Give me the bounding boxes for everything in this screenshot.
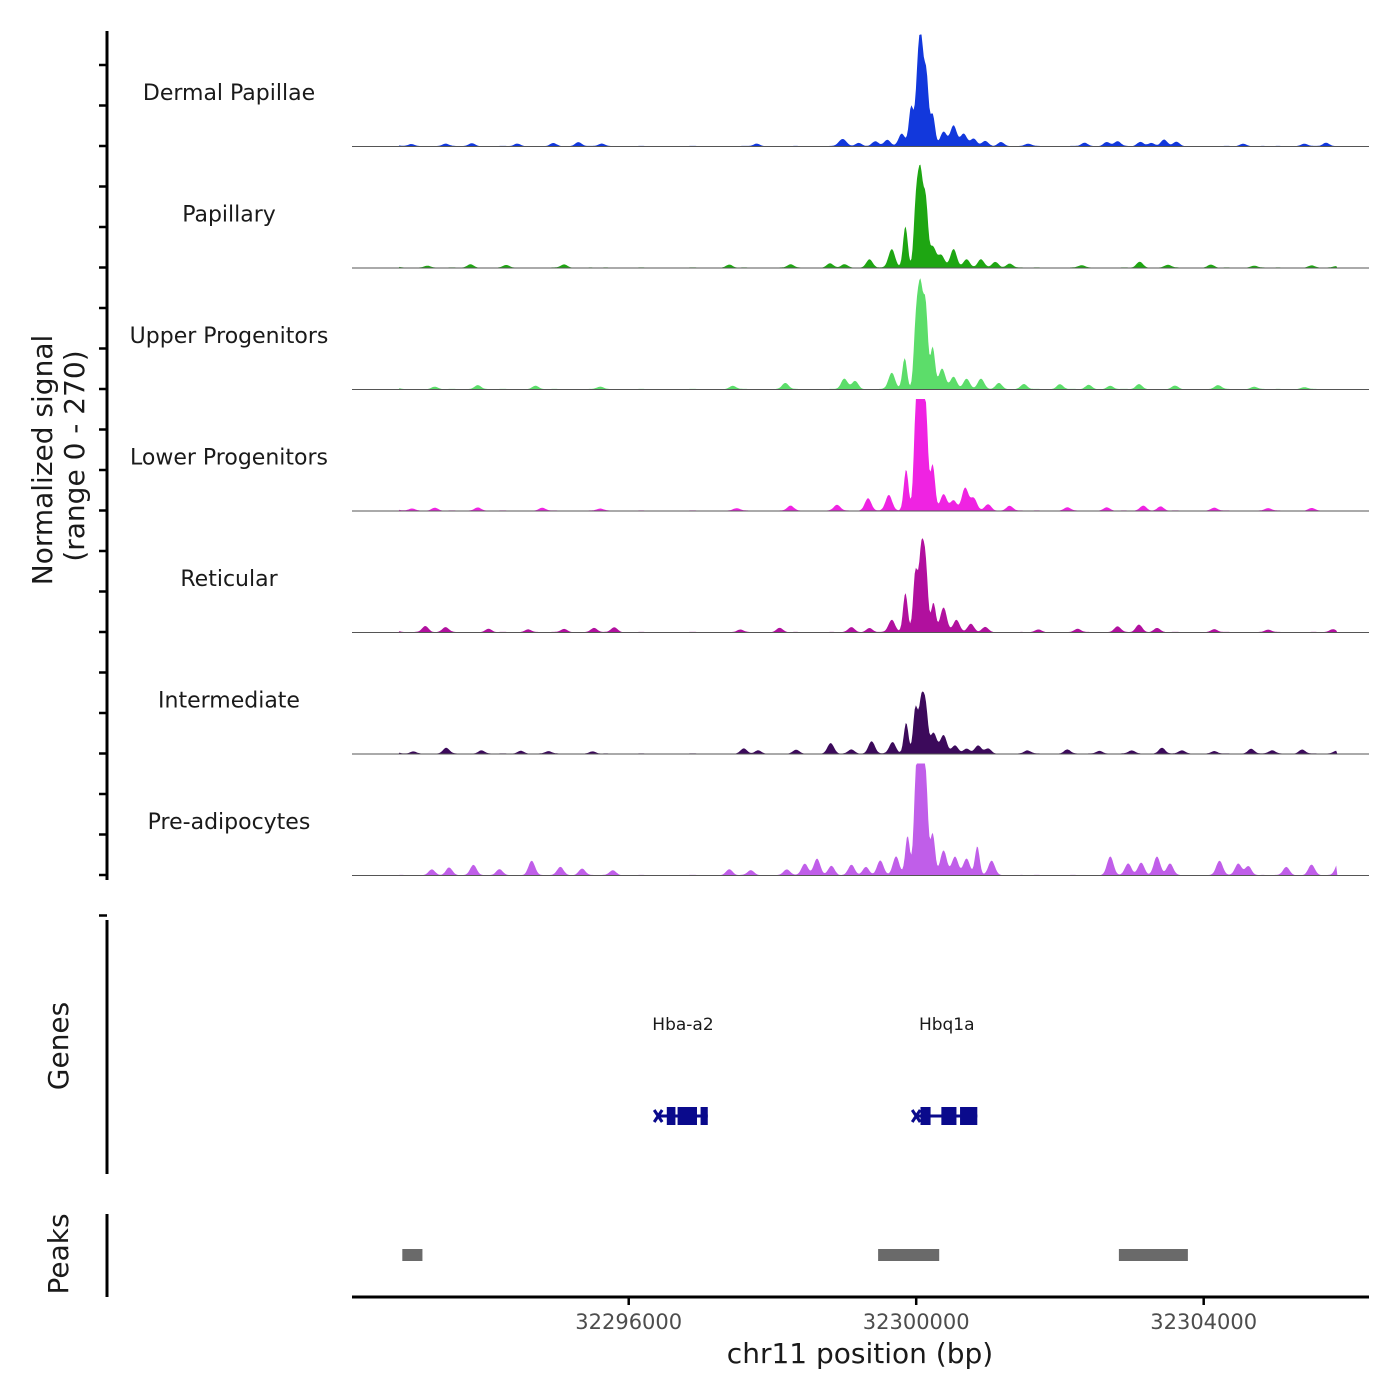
- gene-label: Hbq1a: [919, 1015, 975, 1035]
- signal-area: [352, 538, 1369, 633]
- peak-region: [402, 1249, 423, 1261]
- track-label: Dermal Papillae: [143, 81, 315, 106]
- gene-exon: [677, 1107, 697, 1125]
- gene-exon: [960, 1107, 978, 1125]
- track-label: Pre-adipocytes: [148, 810, 311, 835]
- track-label: Papillary: [182, 203, 276, 228]
- gene-strand-marker: [652, 1109, 664, 1123]
- gene-exon: [666, 1107, 676, 1125]
- peak-region: [1118, 1249, 1188, 1261]
- track-label: Intermediate: [158, 689, 300, 714]
- coverage-tracks: Dermal Papillae Papillary Upper Progenitor…: [130, 34, 1369, 876]
- gene-exon: [700, 1107, 708, 1125]
- gene-model: Hbq1a: [910, 1015, 978, 1125]
- signal-area: [352, 34, 1369, 147]
- track-label: Lower Progenitors: [130, 446, 328, 471]
- coverage-track: Pre-adipocytes: [148, 763, 1369, 876]
- x-axis-ticks: 32296000 32300000 32304000: [575, 1297, 1257, 1334]
- gene-exon: [920, 1107, 931, 1125]
- genes-track-label: Genes: [42, 1002, 75, 1090]
- coverage-track: Reticular: [180, 538, 1369, 633]
- gene-label: Hba-a2: [652, 1015, 713, 1035]
- gene-exon: [941, 1107, 957, 1125]
- gene-annotation-track: Hba-a2 Hbq1a: [652, 1015, 978, 1125]
- track-label: Upper Progenitors: [130, 324, 329, 349]
- x-axis-title: chr11 position (bp): [727, 1337, 993, 1370]
- coverage-track: Intermediate: [158, 689, 1369, 755]
- signal-area: [352, 278, 1369, 390]
- signal-area: [352, 164, 1369, 268]
- signal-area: [352, 691, 1369, 754]
- coverage-track: Papillary: [182, 164, 1369, 269]
- y-axis-title: Normalized signal: [26, 335, 59, 586]
- coverage-track: Lower Progenitors: [130, 399, 1369, 512]
- gene-model: Hba-a2: [652, 1015, 714, 1125]
- coverage-track: Dermal Papillae: [143, 34, 1369, 147]
- peaks-track-label: Peaks: [42, 1213, 75, 1294]
- peak-region: [878, 1249, 940, 1261]
- track-label: Reticular: [180, 567, 278, 592]
- signal-area: [352, 399, 1369, 511]
- x-tick-label: 32304000: [1150, 1310, 1257, 1334]
- x-tick-label: 32300000: [863, 1310, 970, 1334]
- peak-regions-track: [402, 1249, 1188, 1261]
- coverage-track: Upper Progenitors: [130, 278, 1369, 390]
- y-axis-range-label: (range 0 - 270): [58, 350, 91, 561]
- signal-axis-ticks: [99, 63, 107, 917]
- x-tick-label: 32296000: [575, 1310, 682, 1334]
- signal-area: [352, 763, 1369, 876]
- gene-strand-marker: [910, 1109, 922, 1123]
